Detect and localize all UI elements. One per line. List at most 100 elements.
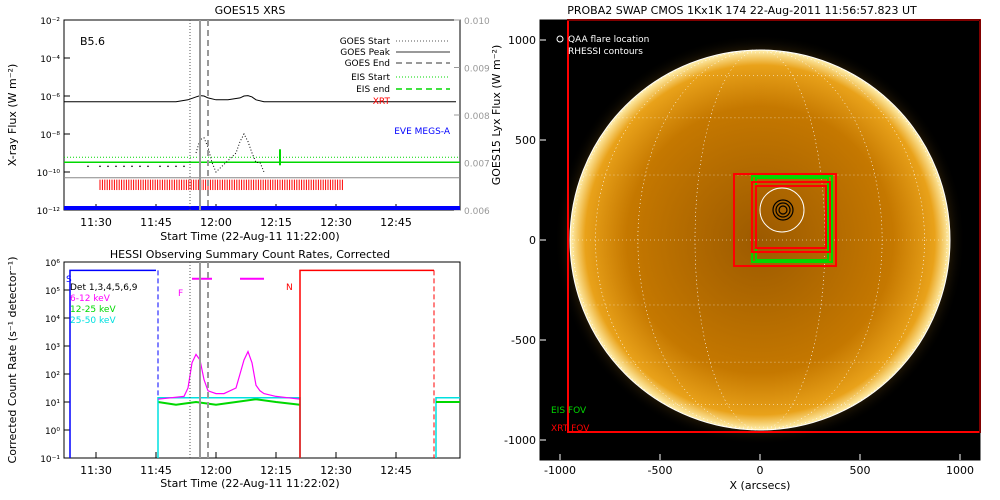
rhessi-contour <box>772 199 794 221</box>
hessi-ytick-label: 10³ <box>45 343 60 353</box>
xrt-fov-label: XRT FOV <box>551 424 590 434</box>
hessi-ytick-label: 10⁻¹ <box>40 455 60 465</box>
goes-panel: GOES15 XRS 10⁻¹² 10⁻¹⁰ 10⁻⁸ 10⁻⁶ 10⁻⁴ 10⁻² 0.… <box>6 4 503 243</box>
swap-ytick-label: -1000 <box>504 434 536 447</box>
goes-short-channel-dot <box>99 165 101 168</box>
hessi-legend: Det 1,3,4,5,6,9 6-12 keV 12-25 keV 25-50… <box>66 275 293 326</box>
legend-25-50: 25-50 keV <box>70 316 116 326</box>
swap-xtick-label: 0 <box>757 464 764 477</box>
goes-ytick-label: 10⁻¹² <box>37 207 61 217</box>
swap-xlabel: X (arcsecs) <box>730 479 791 492</box>
hessi-ytick-label: 10⁵ <box>45 287 60 297</box>
goes-xtick-label: 12:15 <box>260 216 292 229</box>
legend-rhessi-marker <box>556 47 564 55</box>
hessi-xtick-label: 11:45 <box>140 464 172 477</box>
marker-f: F <box>178 289 183 299</box>
goes-y2tick-label: 0.009 <box>464 65 490 75</box>
goes-ytick-label: 10⁻² <box>40 17 60 27</box>
goes-title: GOES15 XRS <box>215 4 286 17</box>
hessi-ytick-label: 10⁴ <box>45 315 60 325</box>
legend-xrt: XRT <box>373 97 391 107</box>
swap-axes: -1000 -1000 -500 -500 0 0 500 500 1000 1000 <box>504 34 974 477</box>
hessi-axes-frame <box>63 261 461 459</box>
legend-rhessi: RHESSI contours <box>568 47 643 57</box>
swap-xtick-label: 500 <box>850 464 871 477</box>
swap-xtick-label: -500 <box>648 464 673 477</box>
legend-goes-peak: GOES Peak <box>340 48 390 58</box>
goes-short-channel-dot <box>123 165 125 168</box>
goes-short-channel-dot <box>131 165 133 168</box>
legend-eve: EVE MEGS-A <box>394 127 451 137</box>
swap-xtick-label: 1000 <box>946 464 974 477</box>
legend-eis-end: EIS end <box>356 85 390 95</box>
qaa-flare-marker <box>759 187 805 233</box>
swap-ytick-label: 1000 <box>508 34 536 47</box>
goes-legend: GOES Start GOES Peak GOES End EIS Start … <box>340 37 451 137</box>
goes-short-channel-dot <box>175 165 177 168</box>
hessi-xtick-label: 12:30 <box>320 464 352 477</box>
rhessi-contour <box>778 205 788 215</box>
series-6-12-line <box>157 350 301 400</box>
goes-short-channel-dot <box>107 165 109 168</box>
hessi-ytick-label: 10¹ <box>45 399 60 409</box>
hessi-x-axis: 11:30 11:45 12:00 12:15 12:30 12:45 <box>80 452 412 477</box>
longitude-line <box>637 49 883 431</box>
hessi-y-axis: 10⁻¹ 10⁰ 10¹ 10² 10³ 10⁴ 10⁵ 10⁶ <box>40 259 70 465</box>
hessi-title: HESSI Observing Summary Count Rates, Cor… <box>110 248 390 261</box>
hessi-xtick-label: 11:30 <box>80 464 112 477</box>
goes-ytick-label: 10⁻⁴ <box>40 55 60 65</box>
goes-ytick-label: 10⁻¹⁰ <box>37 169 61 179</box>
marker-s: S <box>66 275 72 285</box>
goes-short-channel-line <box>195 132 265 173</box>
marker-n: N <box>286 283 293 293</box>
goes-xlabel: Start Time (22-Aug-11 11:22:00) <box>160 230 339 243</box>
swap-ytick-label: -500 <box>511 334 536 347</box>
hessi-ylabel: Corrected Count Rate (s⁻¹ detector⁻¹) <box>6 257 19 464</box>
goes-class-label: B5.6 <box>80 35 105 48</box>
goes-y2-axis: 0.006 0.007 0.008 0.009 0.010 <box>454 17 490 217</box>
series-25-50-line <box>157 397 301 458</box>
series-25-50-line-late <box>435 397 460 458</box>
goes-short-channel-dot <box>147 165 149 168</box>
legend-det: Det 1,3,4,5,6,9 <box>70 283 138 293</box>
goes-y-axis: 10⁻¹² 10⁻¹⁰ 10⁻⁸ 10⁻⁶ 10⁻⁴ 10⁻² <box>37 17 70 217</box>
goes-y2tick-label: 0.010 <box>464 17 490 27</box>
hessi-ytick-label: 10⁰ <box>45 427 60 437</box>
goes-short-channel-dot <box>159 165 161 168</box>
swap-panel: PROBA2 SWAP CMOS 1Kx1K 174 22-Aug-2011 1… <box>504 4 981 492</box>
goes-short-channel-dot <box>183 165 185 168</box>
rhessi-contour <box>775 202 791 218</box>
goes-short-channel-dot <box>139 165 141 168</box>
goes-xtick-label: 12:45 <box>380 216 412 229</box>
goes-y2tick-label: 0.008 <box>464 112 490 122</box>
solar-disk <box>570 50 950 430</box>
legend-qaa-marker <box>556 35 564 43</box>
goes-ytick-label: 10⁻⁶ <box>40 93 60 103</box>
hessi-xtick-label: 12:45 <box>380 464 412 477</box>
series-12-25-line <box>157 398 301 406</box>
goes-long-channel-line <box>64 95 456 103</box>
goes-xtick-label: 11:45 <box>140 216 172 229</box>
legend-goes-start: GOES Start <box>340 37 391 47</box>
goes-y2tick-label: 0.007 <box>464 160 490 170</box>
night-line <box>299 269 434 458</box>
eis-fov-label: EIS FOV <box>551 406 587 416</box>
legend-eis-start: EIS Start <box>351 73 390 83</box>
xrt-fov-box <box>733 173 837 267</box>
hessi-xlabel: Start Time (22-Aug-11 11:22:02) <box>160 477 339 490</box>
goes-y2tick-label: 0.006 <box>464 207 490 217</box>
goes-short-channel-dot <box>115 165 117 168</box>
det-line <box>69 269 156 458</box>
goes-axes-frame <box>63 19 461 211</box>
hessi-xtick-label: 12:00 <box>200 464 232 477</box>
legend-12-25: 12-25 keV <box>70 305 116 315</box>
xrt-fov-box <box>755 185 827 249</box>
goes-x-axis: 11:30 11:45 12:00 12:15 12:30 12:45 <box>80 204 412 229</box>
goes-ytick-label: 10⁻⁸ <box>40 131 60 141</box>
legend-qaa: QAA flare location <box>568 35 649 45</box>
swap-legend: QAA flare location RHESSI contours EIS F… <box>551 35 649 434</box>
goes-xtick-label: 11:30 <box>80 216 112 229</box>
xrt-fov-box <box>751 181 831 253</box>
hessi-ytick-label: 10² <box>45 371 60 381</box>
legend-6-12: 6-12 keV <box>70 294 111 304</box>
